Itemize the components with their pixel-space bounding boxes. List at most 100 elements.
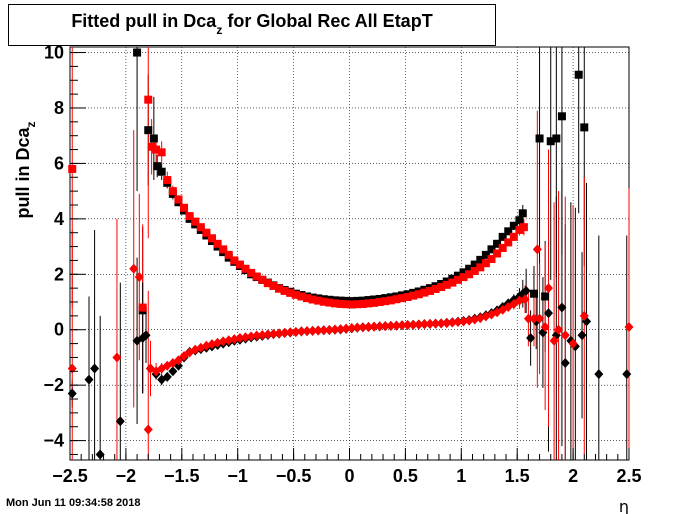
diamond-marker (268, 328, 278, 339)
square-marker (275, 284, 284, 293)
square-marker (515, 216, 524, 225)
square-marker (546, 137, 555, 146)
square-marker (191, 217, 200, 226)
square-marker (414, 290, 423, 299)
y-axis-label-main: pull in Dca (13, 127, 33, 219)
chart-title-rest: for Global Rec All EtapT (222, 11, 433, 31)
square-marker (213, 239, 222, 248)
diamond-marker (560, 357, 570, 368)
y-axis-label-subscript: z (24, 121, 38, 127)
chart-title-main: Fitted pull in Dca (71, 11, 217, 31)
y-tick-label: 10 (44, 43, 64, 63)
square-marker (487, 255, 496, 264)
diamond-marker (549, 335, 559, 346)
diamond-marker (523, 313, 533, 324)
diamond-marker (521, 285, 531, 296)
diamond-marker (526, 333, 536, 344)
square-marker (459, 273, 468, 282)
square-marker (202, 228, 211, 237)
diamond-marker (453, 316, 463, 327)
square-marker (515, 225, 524, 234)
y-tick-label: 0 (54, 320, 64, 340)
square-marker (303, 294, 312, 303)
diamond-marker (375, 321, 385, 332)
square-marker (574, 70, 583, 79)
diamond-marker (579, 310, 589, 321)
square-marker (403, 293, 412, 302)
diamond-marker (129, 263, 139, 274)
square-marker (465, 270, 474, 279)
square-marker (504, 227, 513, 236)
diamond-marker (624, 321, 634, 332)
square-marker (147, 142, 156, 151)
diamond-marker (352, 322, 362, 333)
square-marker (392, 295, 401, 304)
square-marker (347, 300, 356, 309)
square-marker (68, 164, 77, 173)
diamond-marker (285, 327, 295, 338)
square-marker (493, 249, 502, 258)
square-marker (336, 299, 345, 308)
diamond-marker (246, 331, 256, 342)
square-marker (185, 212, 194, 221)
square-marker (425, 286, 434, 295)
diamond-marker (235, 333, 245, 344)
diamond-marker (386, 320, 396, 331)
diamond-marker (162, 371, 172, 382)
x-tick-label: −0.5 (276, 466, 312, 486)
square-marker (552, 134, 561, 143)
square-marker (465, 264, 474, 273)
diamond-marker (431, 318, 441, 329)
diamond-marker (134, 272, 144, 283)
diamond-marker (324, 325, 334, 336)
diamond-marker (336, 324, 346, 335)
diamond-marker (622, 369, 632, 380)
error-bars (71, 47, 630, 460)
square-marker (518, 209, 527, 218)
diamond-marker (84, 374, 94, 385)
square-marker (263, 279, 272, 288)
diamond-marker (436, 318, 446, 329)
square-marker (420, 288, 429, 297)
square-marker (519, 223, 528, 232)
diamond-marker (274, 328, 284, 339)
square-marker (557, 112, 566, 121)
square-marker (541, 292, 550, 301)
diamond-marker (263, 329, 273, 340)
y-axis-label: pull in Dcaz (13, 121, 38, 218)
square-marker (235, 260, 244, 269)
square-marker (314, 296, 323, 305)
square-marker (297, 292, 306, 301)
x-tick-label: −1 (227, 466, 248, 486)
square-marker (291, 290, 300, 299)
diamond-marker (95, 449, 105, 460)
diamond-marker (313, 325, 323, 336)
diamond-marker (520, 294, 530, 305)
square-marker (358, 299, 367, 308)
diamond-marker (319, 325, 329, 336)
square-marker (144, 95, 153, 104)
square-marker (219, 245, 228, 254)
x-axis-label: η (619, 497, 629, 514)
diamond-marker (252, 330, 262, 341)
square-marker (535, 134, 544, 143)
square-marker (163, 176, 172, 185)
square-marker (308, 295, 317, 304)
diamond-marker (577, 330, 587, 341)
diamond-marker (369, 321, 379, 332)
diamond-marker (544, 308, 554, 319)
square-marker (493, 239, 502, 248)
diamond-marker (459, 316, 469, 327)
diamond-marker (425, 318, 435, 329)
diamond-marker (544, 283, 554, 294)
chart-title-box: Fitted pull in Dcaz for Global Rec All E… (8, 4, 496, 46)
square-marker (481, 259, 490, 268)
x-tick-label: 1.5 (505, 466, 530, 486)
diamond-marker (358, 322, 368, 333)
grid-lines (69, 47, 630, 460)
diamond-marker (90, 363, 100, 374)
x-tick-label: −2 (116, 466, 137, 486)
square-marker (431, 284, 440, 293)
diamond-marker (557, 302, 567, 313)
